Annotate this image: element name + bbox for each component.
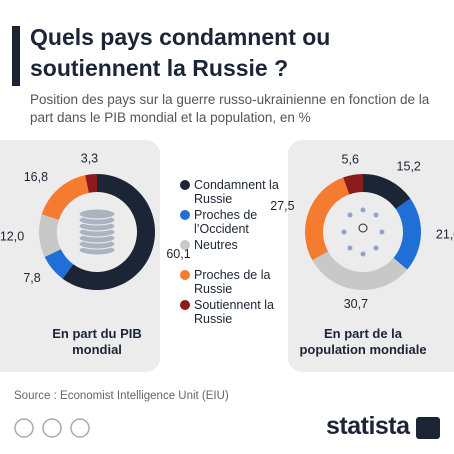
- people-icon: [341, 207, 385, 257]
- donut-slice: [312, 251, 408, 291]
- donut-slice: [85, 174, 97, 193]
- data-label: 21,0: [436, 228, 454, 242]
- legend-swatch: [180, 180, 190, 190]
- legend-swatch: [180, 210, 190, 220]
- data-label: 60,1: [166, 247, 190, 261]
- source: Source : Economist Intelligence Unit (EI…: [14, 390, 229, 402]
- title-bar: [12, 26, 20, 86]
- caption: En part du PIB mondial: [52, 326, 142, 357]
- logo: [416, 417, 440, 439]
- data-label: 5,6: [342, 152, 359, 166]
- data-label: 15,2: [397, 159, 421, 173]
- brand: statista: [326, 412, 410, 440]
- legend-item: Neutres: [180, 238, 280, 252]
- legend-item: Soutiennent la Russie: [180, 298, 280, 326]
- cc-icons: [14, 418, 90, 438]
- donut-slice: [41, 175, 89, 220]
- data-label: 12,0: [0, 229, 24, 243]
- caption: En part de la population mondiale: [299, 326, 427, 357]
- donut-slice: [62, 174, 155, 290]
- legend-label: Proches de l’Occident: [194, 208, 258, 236]
- legend-label: Soutiennent la Russie: [194, 298, 274, 326]
- data-label: 7,8: [23, 271, 40, 285]
- donut-slice: [393, 198, 421, 270]
- legend-item: Proches de l’Occident: [180, 208, 280, 236]
- coin-icon: [78, 208, 116, 256]
- legend-swatch: [180, 240, 190, 250]
- legend-label: Condamnent la Russie: [194, 178, 279, 206]
- legend-swatch: [180, 270, 190, 280]
- legend-swatch: [180, 300, 190, 310]
- donut-slice: [39, 214, 61, 258]
- legend-label: Neutres: [194, 238, 238, 252]
- legend-label: Proches de la Russie: [194, 268, 271, 296]
- data-label: 3,3: [81, 152, 98, 166]
- donut-slice: [363, 174, 411, 209]
- legend-item: Condamnent la Russie: [180, 178, 280, 206]
- data-label: 27,5: [270, 199, 294, 213]
- donut-slice: [343, 174, 363, 195]
- title: Quels pays condamnent ou soutiennent la …: [30, 24, 331, 81]
- donut-slice: [304, 177, 350, 261]
- data-label: 16,8: [24, 170, 48, 184]
- subtitle: Position des pays sur la guerre russo-uk…: [30, 92, 430, 125]
- donut-slice: [44, 249, 74, 279]
- legend-item: Proches de la Russie: [180, 268, 280, 296]
- data-label: 30,7: [344, 297, 368, 311]
